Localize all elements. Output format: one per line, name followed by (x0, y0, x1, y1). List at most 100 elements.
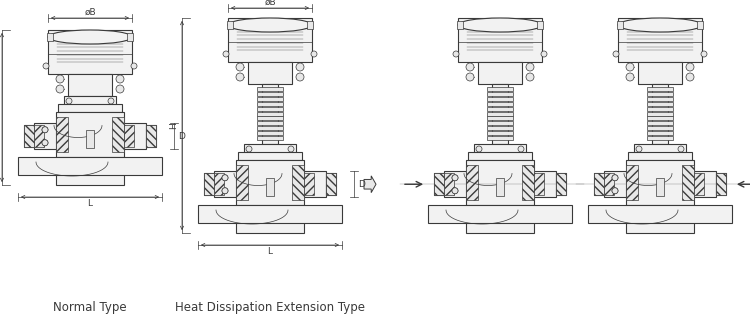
Circle shape (42, 127, 48, 133)
Bar (682, 165, 694, 200)
Text: Heat Dissipation Extension Type: Heat Dissipation Extension Type (175, 301, 365, 314)
Bar (522, 165, 534, 200)
Bar (444, 171, 466, 197)
Bar (458, 24, 542, 62)
Bar (304, 171, 326, 197)
Bar (534, 171, 556, 197)
Bar (594, 173, 604, 195)
Text: Normal Type: Normal Type (53, 301, 127, 314)
Circle shape (612, 188, 618, 194)
Bar (56, 112, 124, 157)
Circle shape (246, 146, 252, 152)
Circle shape (116, 75, 124, 83)
Bar (604, 171, 626, 197)
Ellipse shape (458, 18, 542, 32)
Bar (466, 160, 534, 205)
Bar (262, 84, 278, 144)
Bar (124, 125, 134, 147)
Polygon shape (364, 176, 376, 193)
Bar (236, 160, 304, 205)
Bar (694, 171, 716, 197)
Bar (204, 173, 214, 195)
Bar (468, 152, 532, 160)
Circle shape (116, 85, 124, 93)
Bar (146, 125, 156, 147)
Circle shape (222, 175, 228, 181)
Circle shape (541, 51, 547, 57)
Bar (638, 62, 682, 84)
Circle shape (66, 98, 72, 104)
Bar (18, 157, 162, 175)
Bar (238, 152, 302, 160)
Bar (204, 173, 214, 195)
Circle shape (223, 51, 229, 57)
Circle shape (526, 73, 534, 81)
Bar (257, 112, 283, 115)
Bar (457, 21, 463, 29)
Bar (198, 205, 342, 223)
Circle shape (42, 127, 48, 133)
Bar (124, 123, 146, 149)
Circle shape (612, 188, 618, 194)
Circle shape (678, 146, 684, 152)
Bar (492, 84, 508, 144)
Bar (487, 126, 513, 130)
Bar (626, 205, 694, 233)
Bar (496, 178, 504, 196)
Circle shape (296, 63, 304, 71)
Bar (487, 87, 513, 91)
Circle shape (42, 140, 48, 146)
Bar (618, 24, 702, 62)
Circle shape (131, 63, 137, 69)
Text: D: D (178, 132, 185, 141)
Bar (474, 144, 526, 160)
Bar (647, 121, 673, 125)
Bar (257, 92, 283, 96)
Circle shape (636, 146, 642, 152)
Text: øB: øB (264, 0, 276, 7)
Bar (697, 21, 703, 29)
Bar (24, 125, 34, 147)
Bar (47, 33, 53, 41)
Bar (236, 165, 248, 200)
Bar (34, 123, 56, 149)
Bar (694, 173, 704, 195)
Bar (48, 36, 132, 74)
Bar (428, 205, 572, 223)
Text: øB: øB (84, 8, 96, 16)
Bar (647, 107, 673, 111)
Bar (487, 121, 513, 125)
Bar (626, 160, 694, 205)
Circle shape (56, 75, 64, 83)
Circle shape (518, 146, 524, 152)
Bar (257, 121, 283, 125)
Circle shape (686, 73, 694, 81)
Bar (537, 21, 543, 29)
Bar (146, 125, 156, 147)
Bar (227, 21, 233, 29)
Bar (244, 144, 296, 160)
Bar (307, 21, 313, 29)
Bar (647, 87, 673, 91)
Bar (257, 87, 283, 91)
Bar (304, 173, 314, 195)
Bar (248, 62, 292, 84)
Bar (652, 84, 668, 144)
Bar (257, 126, 283, 130)
Bar (127, 33, 133, 41)
Bar (487, 131, 513, 135)
Circle shape (612, 175, 618, 181)
Ellipse shape (48, 30, 132, 44)
Bar (647, 102, 673, 106)
Bar (58, 104, 122, 112)
Bar (628, 152, 692, 160)
Bar (444, 173, 454, 195)
Bar (634, 144, 686, 160)
Bar (64, 96, 116, 112)
Bar (478, 62, 522, 84)
Bar (604, 173, 614, 195)
Bar (487, 107, 513, 111)
Circle shape (526, 63, 534, 71)
Bar (458, 18, 542, 28)
Bar (56, 117, 68, 152)
